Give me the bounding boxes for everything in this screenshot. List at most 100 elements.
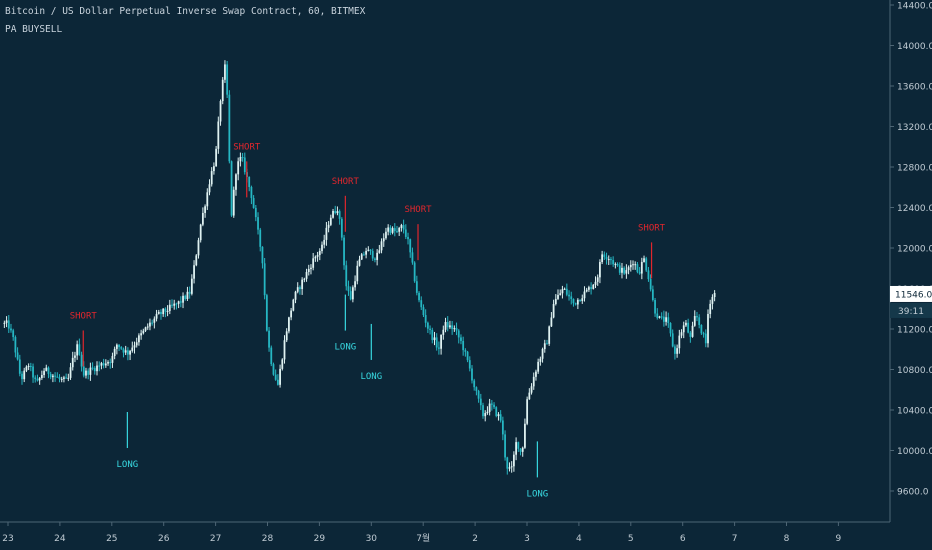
candle-body [89, 367, 92, 375]
candle-body [120, 347, 123, 349]
candle-body [676, 348, 679, 354]
candle-body [281, 359, 284, 369]
candle-body [356, 265, 359, 282]
candle-body [587, 287, 590, 290]
candle-body [420, 300, 423, 308]
long-signal-label: LONG [360, 372, 382, 382]
candle-body [391, 228, 394, 233]
candle-body [504, 434, 506, 458]
candle-body [662, 316, 665, 322]
candle-body [618, 265, 621, 273]
candle-body [457, 330, 460, 338]
candle-body [168, 304, 171, 311]
candle-body [332, 210, 334, 218]
candle-body [437, 347, 440, 349]
candle-body [210, 171, 213, 185]
candle-body [160, 311, 162, 315]
candle-body [314, 256, 317, 259]
candle-body [351, 287, 354, 300]
candlestick-series [3, 60, 716, 475]
short-signal-label: SHORT [404, 205, 432, 215]
candle-body [576, 299, 579, 305]
candle-body [305, 272, 308, 279]
candle-body [51, 375, 54, 378]
candle-body [413, 262, 416, 282]
time-tick-label: 29 [314, 534, 326, 544]
candle-body [307, 268, 310, 273]
candle-body [654, 300, 656, 314]
candle-body [396, 231, 398, 233]
candle-body [541, 349, 544, 359]
candle-body [682, 325, 685, 333]
time-tick-label: 8 [784, 534, 790, 544]
candle-body [226, 64, 229, 95]
candle-body [603, 254, 606, 257]
candle-body [323, 239, 326, 245]
time-axis[interactable]: 23 24 25 26 27 28 29 30 7월 2 3 4 5 6 7 8 9 [0, 521, 890, 544]
candle-body [343, 237, 345, 266]
candle-body [268, 330, 270, 348]
candle-body [292, 299, 295, 311]
candle-body [363, 254, 365, 256]
candle-body [594, 281, 597, 285]
last-price-tag: 11546.0 39:11 [890, 285, 932, 318]
candle-body [707, 313, 709, 344]
candle-body [345, 265, 348, 287]
candle-body [418, 292, 420, 301]
candle-body [433, 337, 436, 341]
price-tick-label: 14000.0 [897, 42, 932, 52]
candle-body [312, 258, 315, 268]
candle-body [274, 374, 277, 380]
candle-body [367, 249, 370, 251]
candle-body [385, 231, 387, 239]
time-tick-label: 6 [680, 534, 686, 544]
candle-body [612, 260, 615, 265]
candle-body [621, 267, 623, 273]
candle-body [530, 386, 533, 393]
last-price-value: 11546.0 [895, 290, 932, 300]
candle-body [592, 284, 595, 289]
candle-body [510, 466, 513, 468]
candle-body [402, 225, 405, 230]
candle-body [250, 186, 253, 199]
candle-body [583, 291, 586, 299]
candle-body [674, 346, 676, 354]
candle-body [669, 323, 672, 334]
candle-body [371, 251, 374, 259]
candle-body [129, 350, 131, 355]
candle-body [177, 301, 180, 304]
candle-body [43, 370, 45, 376]
candle-body [16, 352, 19, 360]
candle-body [627, 267, 630, 271]
candle-body [265, 295, 268, 331]
time-tick-label: 26 [158, 534, 170, 544]
candle-body [411, 252, 414, 263]
candle-body [113, 348, 116, 357]
candle-body [548, 326, 551, 344]
candle-body [605, 256, 608, 260]
candle-body [5, 320, 8, 323]
candle-body [107, 362, 109, 364]
candle-body [18, 359, 21, 374]
candle-body [358, 259, 361, 266]
candle-body [570, 296, 573, 299]
candle-body [532, 376, 535, 387]
indicator-name: PA BUYSELL [5, 24, 63, 35]
last-price-tag-box [890, 285, 932, 302]
candle-body [471, 368, 473, 381]
candle-body [495, 407, 498, 417]
candle-body [387, 227, 390, 232]
candle-body [543, 343, 546, 350]
price-tick-label: 12400.0 [897, 204, 932, 214]
candle-body [680, 332, 683, 336]
candle-body [254, 207, 257, 218]
candle-body [347, 286, 350, 292]
candle-body [27, 365, 30, 367]
candle-body [475, 387, 478, 391]
candle-body [327, 224, 330, 228]
candle-body [213, 166, 215, 172]
candle-body [490, 403, 493, 405]
candle-body [204, 206, 206, 213]
candle-body [91, 367, 94, 369]
